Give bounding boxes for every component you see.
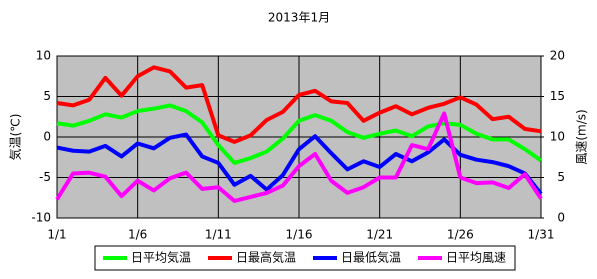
series-line [56,132,543,195]
x-tick-label: 1/21 [366,228,393,242]
x-tick-label: 1/31 [528,228,555,242]
legend-label: 日平均気温 [131,250,191,265]
series-line [55,111,543,203]
y2-tick-label: 0 [557,211,565,225]
legend-box [94,245,516,271]
y2-axis-label: 風速(m/s) [575,109,589,164]
series-line [56,103,543,165]
y-axis-label: 気温(℃) [8,114,23,161]
chart-title: 2013年1月 [268,11,330,25]
x-tick-label: 1/26 [447,228,474,242]
y-tick-label: 10 [36,49,51,63]
legend-label: 日最低気温 [341,250,401,265]
y2-tick-label: 15 [550,89,565,103]
y-tick-label: -5 [39,170,51,184]
plot-border [56,55,542,219]
y-tick-label: -10 [31,211,51,225]
x-tick-label: 1/16 [286,228,313,242]
y2-tick-label: 20 [550,49,565,63]
y2-tick-label: 5 [557,170,565,184]
y-tick-label: 5 [43,89,51,103]
x-tick-label: 1/6 [128,228,147,242]
legend-label: 日最高気温 [236,250,296,265]
series-line [56,65,542,144]
y-tick-label: 0 [43,130,51,144]
x-tick-label: 1/11 [205,228,232,242]
y2-tick-label: 10 [550,130,565,144]
x-tick-label: 1/1 [47,228,66,242]
legend-label: 日平均風速 [446,251,506,265]
